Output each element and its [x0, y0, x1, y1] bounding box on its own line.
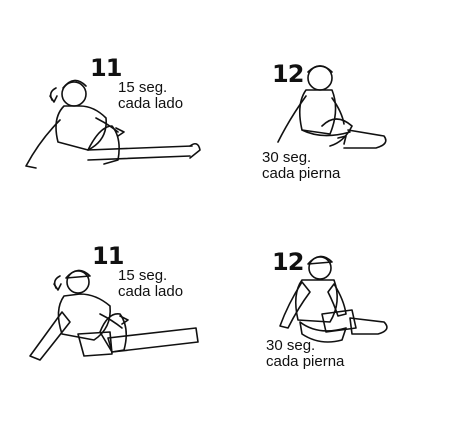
duration-label: 15 seg. — [118, 79, 168, 96]
exercise-11-panel-outline: 11 15 seg. cada lado — [0, 0, 226, 200]
repetition-label: cada pierna — [262, 165, 341, 182]
repetition-label: cada pierna — [266, 353, 345, 370]
seated-leg-stretch-figure — [277, 65, 387, 149]
repetition-label: cada lado — [118, 95, 184, 112]
duration-label: 30 seg. — [262, 149, 312, 166]
exercise-number: 12 — [272, 248, 304, 276]
seated-leg-stretch-figure-colored — [279, 255, 388, 343]
exercise-12-panel-outline: 12 30 seg. cada pierna — [226, 0, 452, 200]
exercise-number: 11 — [92, 242, 124, 270]
exercise-11-panel-color: 11 15 seg. cada lado — [0, 210, 226, 410]
exercise-number: 11 — [90, 54, 122, 82]
exercise-number: 12 — [272, 60, 304, 88]
duration-label: 30 seg. — [266, 337, 316, 354]
seated-twist-stretch-figure-colored — [29, 269, 199, 361]
repetition-label: cada lado — [118, 283, 184, 300]
duration-label: 15 seg. — [118, 267, 168, 284]
seated-twist-stretch-figure — [25, 79, 201, 169]
exercise-12-panel-color: 12 30 seg. cada pierna — [226, 210, 452, 410]
